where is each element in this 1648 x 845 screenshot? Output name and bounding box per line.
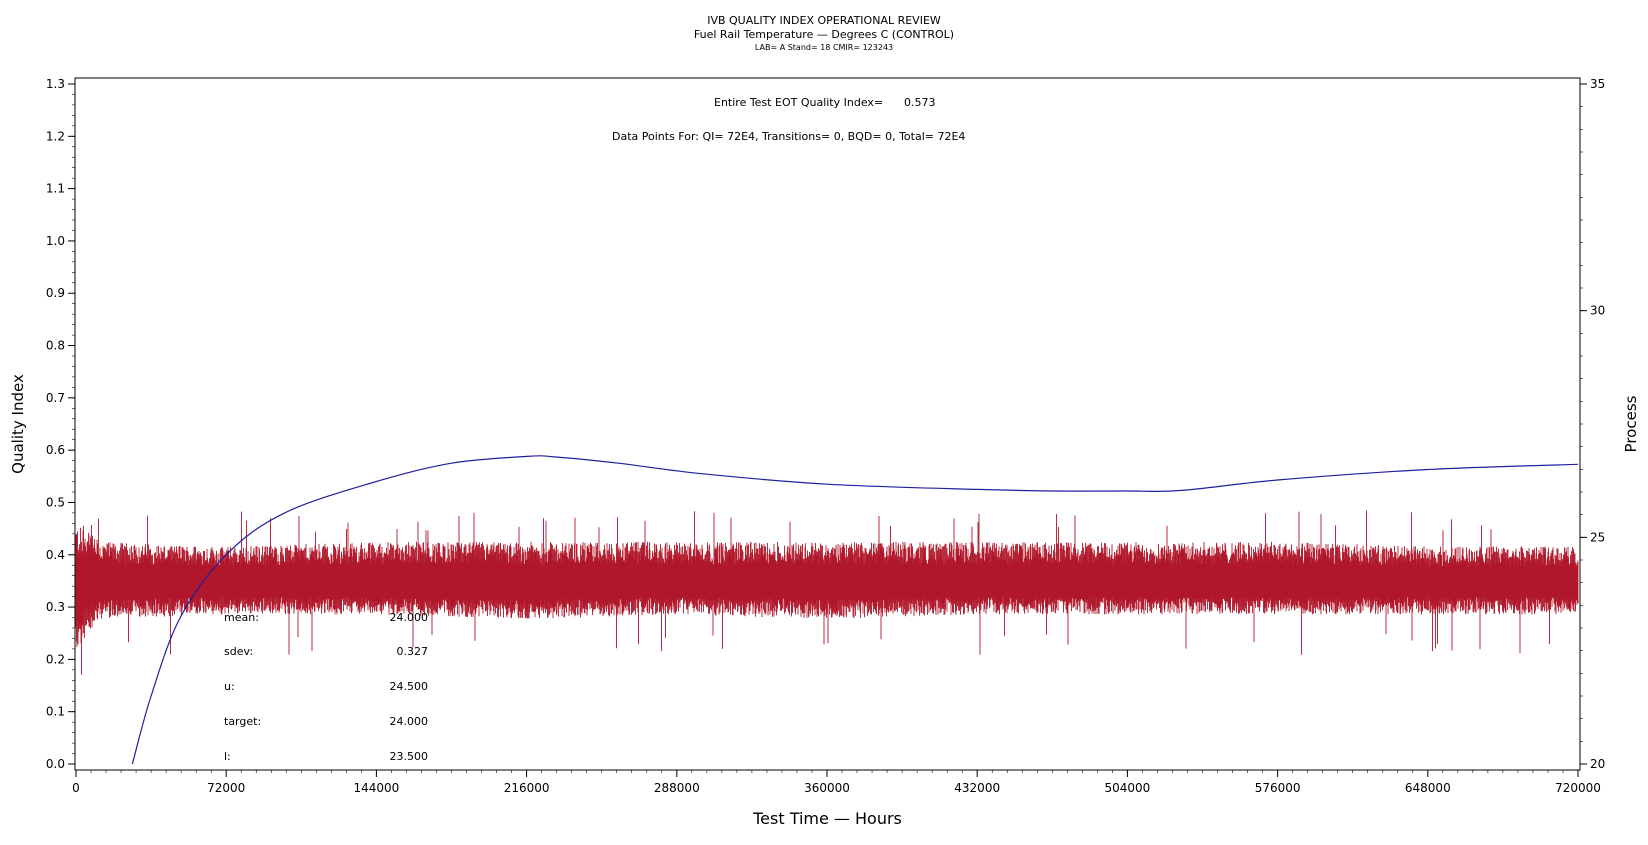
plot-frame	[74, 77, 1581, 771]
quality-index-line	[131, 455, 1579, 765]
chart-subtitle: Fuel Rail Temperature — Degrees C (CONTR…	[693, 28, 955, 41]
chart-labels: 0.0 0.1 0.2 0.3 0.4 0.5 0.6 0.7 0.8 0.9 1.0 1.1 1.2 1…	[9, 77, 1640, 828]
stat-label: u:	[224, 680, 235, 693]
stat-value: 24.500	[390, 680, 429, 693]
data-points-label: Data Points For: QI= 72E4, Transitions= …	[612, 130, 965, 143]
y-tick-label: 0.6	[46, 443, 65, 457]
stat-value: 24.000	[390, 715, 429, 728]
chart-title: IVB QUALITY INDEX OPERATIONAL REVIEW	[707, 14, 941, 27]
x-tick-label: 720000	[1555, 781, 1601, 795]
stat-label: mean:	[224, 611, 259, 624]
y-tick-label: 1.1	[46, 182, 65, 196]
y-tick-label: 0.3	[46, 600, 65, 614]
y-tick-label: 0.8	[46, 339, 65, 353]
axis-ticks	[68, 83, 1587, 777]
x-tick-label: 72000	[207, 781, 245, 795]
x-tick-label: 504000	[1104, 781, 1150, 795]
y-tick-label: 0.7	[46, 391, 65, 405]
x-tick-label: 576000	[1255, 781, 1301, 795]
y-axis-title: Quality Index	[9, 374, 27, 474]
x-tick-label: 144000	[353, 781, 399, 795]
stat-label: sdev:	[224, 645, 253, 658]
y2-tick-label: 25	[1590, 530, 1605, 544]
y2-tick-label: 35	[1590, 77, 1605, 91]
x-tick-label: 648000	[1405, 781, 1451, 795]
stat-label: l:	[224, 750, 231, 763]
y-tick-label: 1.0	[46, 234, 65, 248]
y2-tick-label: 20	[1590, 757, 1605, 771]
x-tick-label: 216000	[504, 781, 550, 795]
chart-subsubtitle: LAB= A Stand= 18 CMIR= 123243	[754, 43, 894, 52]
y-tick-label: 1.2	[46, 129, 65, 143]
y-tick-label: 1.3	[46, 77, 65, 91]
y2-tick-label: 30	[1590, 304, 1605, 318]
x-axis-title: Test Time — Hours	[752, 809, 902, 828]
y-tick-label: 0.4	[46, 548, 65, 562]
y-tick-label: 0.9	[46, 286, 65, 300]
y2-axis-title: Process	[1622, 395, 1640, 452]
y-tick-label: 0.2	[46, 652, 65, 666]
stat-value: 24.000	[390, 611, 429, 624]
eot-label: Entire Test EOT Quality Index=	[714, 96, 883, 109]
x-tick-label: 0	[72, 781, 80, 795]
process-band	[75, 510, 1579, 675]
stat-value: 23.500	[390, 750, 429, 763]
x-tick-label: 360000	[804, 781, 850, 795]
process-band-core	[76, 568, 1578, 598]
x-tick-label: 432000	[954, 781, 1000, 795]
stat-value: 0.327	[397, 645, 429, 658]
y-tick-label: 0.1	[46, 705, 65, 719]
eot-value: 0.573	[904, 96, 936, 109]
y-tick-label: 0.0	[46, 757, 65, 771]
stat-label: target:	[224, 715, 261, 728]
y-tick-label: 0.5	[46, 495, 65, 509]
x-tick-label: 288000	[654, 781, 700, 795]
